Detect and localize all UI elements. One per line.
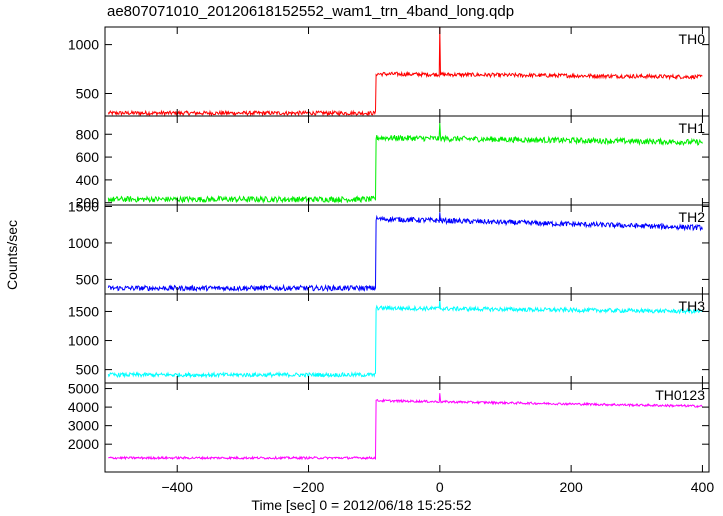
y-tick-label: 800 bbox=[76, 126, 100, 142]
y-tick-label: 500 bbox=[76, 271, 100, 287]
y-tick-label: 600 bbox=[76, 149, 100, 165]
panel-label-th0: TH0 bbox=[679, 31, 706, 47]
y-tick-label: 4000 bbox=[68, 399, 99, 415]
x-tick-label: −200 bbox=[293, 479, 325, 495]
x-tick-label: 0 bbox=[436, 479, 444, 495]
chart-title: ae807071010_20120618152552_wam1_trn_4ban… bbox=[107, 3, 515, 20]
y-tick-label: 400 bbox=[76, 172, 100, 188]
y-tick-label: 500 bbox=[76, 362, 100, 378]
x-tick-label: −400 bbox=[161, 479, 193, 495]
series-line-th1 bbox=[107, 122, 703, 204]
y-tick-label: 1000 bbox=[68, 235, 99, 251]
series-line-th3 bbox=[107, 299, 703, 379]
y-tick-label: 1000 bbox=[68, 333, 99, 349]
panel-label-th0123: TH0123 bbox=[655, 387, 705, 403]
panel-label-th2: TH2 bbox=[679, 209, 706, 225]
panel-frame-th1 bbox=[104, 115, 710, 206]
y-tick-label: 3000 bbox=[68, 418, 99, 434]
x-tick-label: 400 bbox=[691, 479, 715, 495]
y-tick-label: 200 bbox=[76, 195, 100, 211]
x-tick-label: 200 bbox=[559, 479, 583, 495]
y-tick-label: 500 bbox=[76, 86, 100, 102]
y-tick-label: 2000 bbox=[68, 436, 99, 452]
series-line-th0123 bbox=[108, 393, 703, 461]
series-line-th0 bbox=[107, 26, 703, 117]
y-tick-label: 5000 bbox=[68, 381, 99, 397]
y-tick-label: 1000 bbox=[68, 37, 99, 53]
y-axis-label: Counts/sec bbox=[4, 219, 20, 290]
panel-label-th1: TH1 bbox=[679, 120, 706, 136]
y-tick-label: 1500 bbox=[68, 198, 99, 214]
panel-label-th3: TH3 bbox=[679, 298, 706, 314]
x-axis-label: Time [sec] 0 = 2012/06/18 15:25:52 bbox=[251, 497, 472, 513]
panel-frame-th0 bbox=[104, 26, 710, 117]
series-line-th2 bbox=[107, 212, 703, 293]
y-tick-label: 1500 bbox=[68, 303, 99, 319]
panel-frame-th0123 bbox=[104, 382, 710, 473]
